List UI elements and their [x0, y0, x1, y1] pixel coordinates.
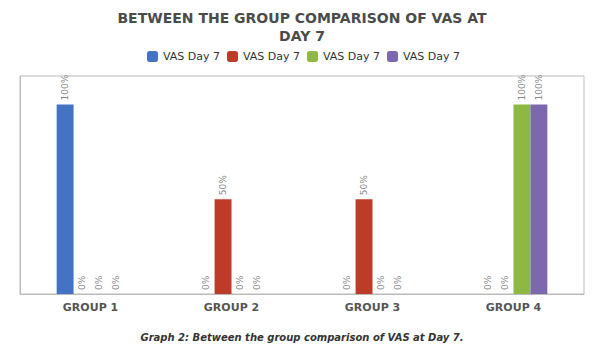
svg-text:0%: 0%: [500, 275, 510, 290]
svg-text:50%: 50%: [359, 175, 369, 195]
svg-text:GROUP 2: GROUP 2: [204, 301, 259, 314]
svg-text:0%: 0%: [77, 275, 87, 290]
svg-text:0%: 0%: [342, 275, 352, 290]
svg-text:0%: 0%: [376, 275, 386, 290]
svg-text:VAS Day 7: VAS Day 7: [323, 50, 380, 63]
svg-text:0%: 0%: [111, 275, 121, 290]
svg-text:VAS Day 7: VAS Day 7: [403, 50, 460, 63]
svg-text:100%: 100%: [534, 74, 544, 100]
svg-text:100%: 100%: [517, 74, 527, 100]
svg-text:GROUP 4: GROUP 4: [486, 301, 542, 314]
svg-text:VAS Day 7: VAS Day 7: [243, 50, 300, 63]
svg-text:DAY 7: DAY 7: [279, 28, 325, 44]
svg-text:0%: 0%: [235, 275, 245, 290]
svg-text:BETWEEN THE GROUP COMPARISON O: BETWEEN THE GROUP COMPARISON OF VAS AT: [117, 10, 487, 26]
svg-text:Graph 2: Between the group com: Graph 2: Between the group comparison of…: [140, 332, 463, 343]
svg-text:50%: 50%: [218, 175, 228, 195]
svg-text:GROUP 1: GROUP 1: [63, 301, 118, 314]
svg-text:0%: 0%: [201, 275, 211, 290]
svg-text:VAS Day 7: VAS Day 7: [163, 50, 220, 63]
svg-text:GROUP 3: GROUP 3: [345, 301, 400, 314]
svg-text:0%: 0%: [483, 275, 493, 290]
svg-text:0%: 0%: [94, 275, 104, 290]
svg-text:0%: 0%: [252, 275, 262, 290]
svg-text:0%: 0%: [393, 275, 403, 290]
svg-text:100%: 100%: [60, 74, 70, 100]
